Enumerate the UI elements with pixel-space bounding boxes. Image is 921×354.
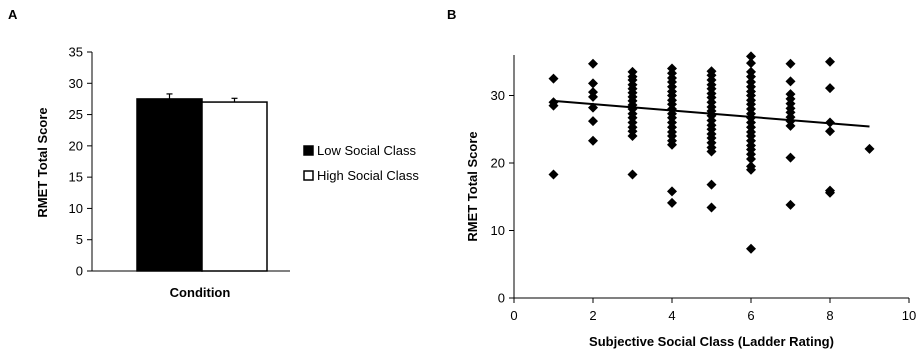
legend-label: High Social Class [317,168,419,183]
panel-a-label: A [8,7,18,22]
data-point [667,197,677,208]
trend-line [553,99,870,128]
data-point [825,187,835,198]
data-point [864,143,875,154]
y-tick-label: 10 [491,223,505,238]
panel-b-label: B [447,7,456,22]
x-axis-title: Subjective Social Class (Ladder Rating) [589,334,834,349]
data-point [825,83,835,94]
data-point [785,152,796,163]
data-point [706,202,717,213]
bar-0 [136,98,203,272]
data-point [548,169,559,180]
data-point [825,56,835,67]
y-axis-title: RMET Total Score [35,107,50,217]
y-tick-label: 30 [69,76,83,91]
scatter-chart: 0 10 20 30 0 2 4 6 8 10 Subjective Social Class (L… [465,51,916,349]
y-tick-label: 30 [491,88,505,103]
data-point [588,135,598,146]
y-tick-label: 5 [76,232,83,247]
data-point [746,153,756,164]
x-tick-label: 2 [589,308,596,323]
bar-chart: 0 5 10 15 20 25 30 35 Condition RMET Total Score L… [35,45,419,301]
y-tick-label: 25 [69,107,83,122]
x-axis-title: Condition [170,285,231,300]
data-point [667,139,677,150]
data-point [746,51,756,62]
data-point [548,73,559,84]
data-point [706,179,717,190]
y-tick-label: 10 [69,201,83,216]
legend-label: Low Social Class [317,143,416,158]
legend-swatch [303,145,314,156]
y-tick-label: 0 [76,264,83,279]
data-point [667,186,677,197]
data-point [627,131,638,141]
y-tick-label: 15 [69,170,83,185]
y-axis-title: RMET Total Score [465,131,480,241]
data-point [746,243,756,254]
data-point [706,146,717,157]
data-point [588,116,598,127]
y-tick-label: 35 [69,45,83,60]
y-tick-label: 20 [491,156,505,171]
data-point [746,58,756,69]
data-point [627,169,638,180]
data-point [825,126,835,137]
x-tick-label: 4 [668,308,675,323]
data-point [785,58,796,69]
data-point [785,199,796,210]
x-tick-label: 8 [826,308,833,323]
data-point [548,97,559,108]
data-point [746,71,756,82]
bar-1 [201,101,268,272]
y-tick-label: 20 [69,138,83,153]
y-tick-label: 0 [498,291,505,306]
data-point [588,91,598,102]
data-point [588,58,598,69]
data-point [785,76,796,87]
legend-swatch [303,170,314,181]
x-tick-label: 0 [510,308,517,323]
data-point [588,78,598,89]
data-point [746,164,756,175]
x-tick-label: 6 [747,308,754,323]
data-point [785,120,796,131]
x-tick-label: 10 [902,308,916,323]
